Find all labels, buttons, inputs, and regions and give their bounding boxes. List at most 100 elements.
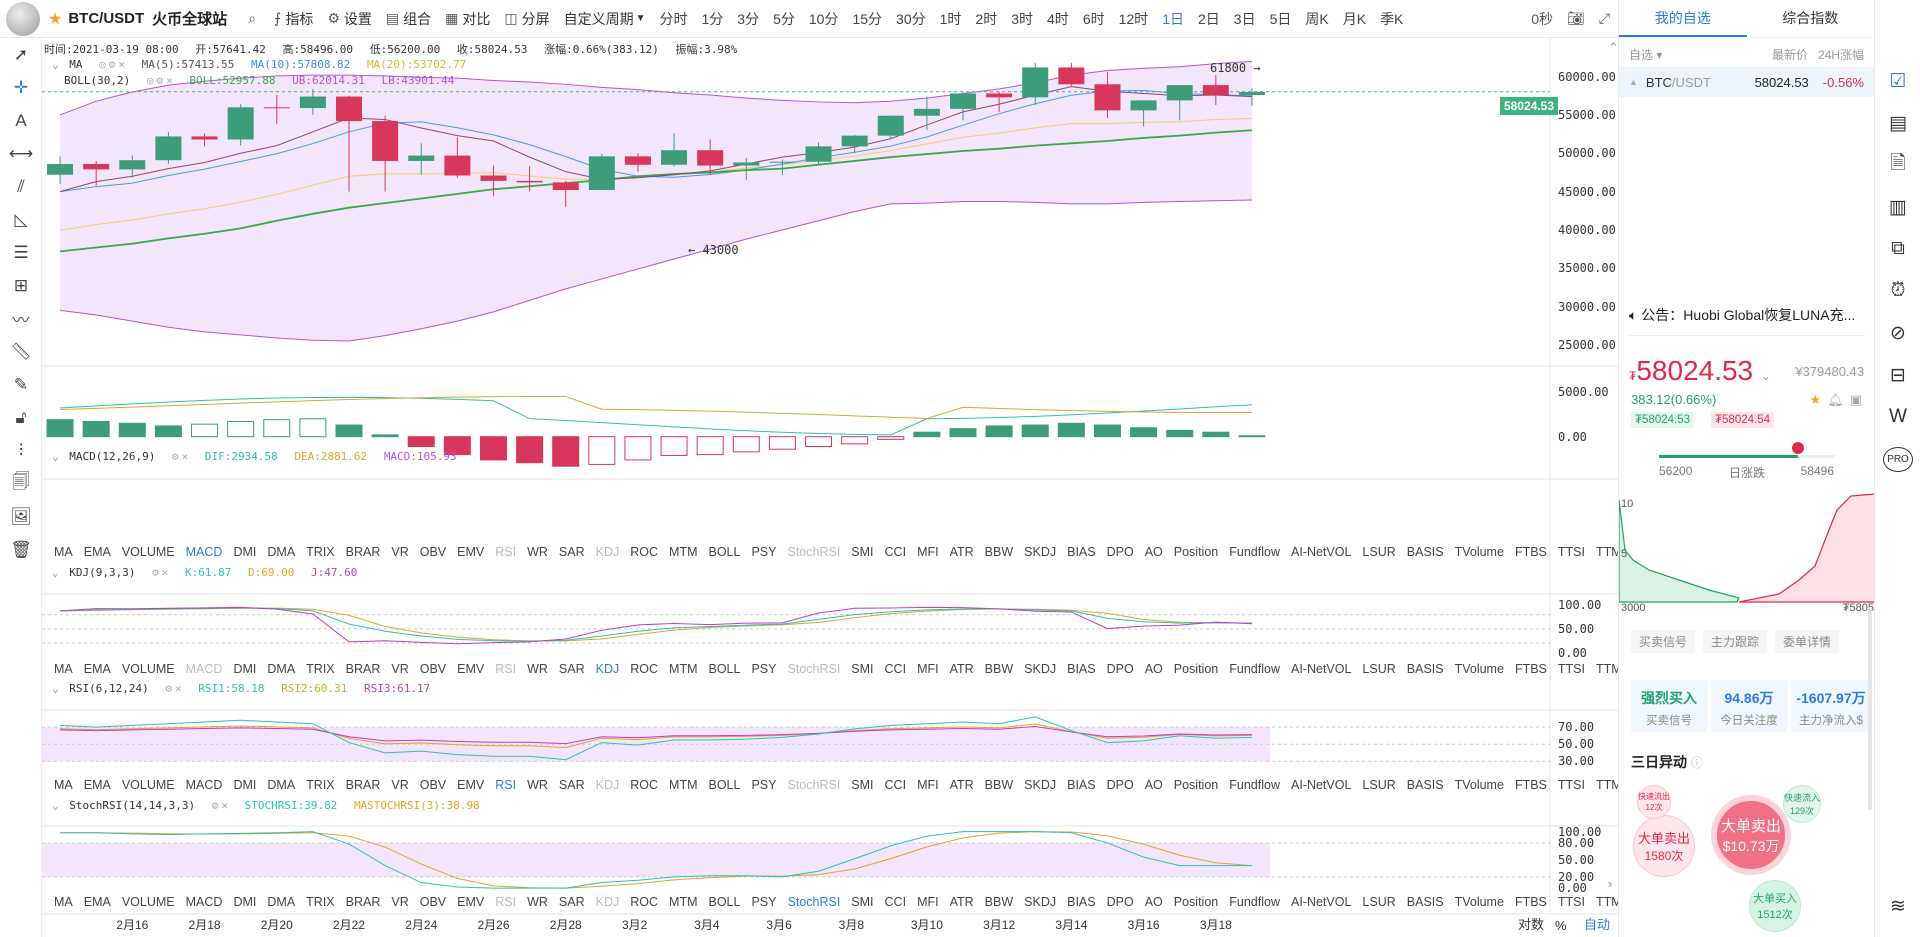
settings-small-icon[interactable]: ⚙ bbox=[165, 682, 172, 695]
indicator-tab-mfi[interactable]: MFI bbox=[917, 662, 939, 676]
indicator-tab-sar[interactable]: SAR bbox=[558, 545, 585, 559]
channel-tool-icon[interactable]: ⫽ bbox=[17, 176, 25, 196]
word-icon[interactable]: W bbox=[1889, 406, 1907, 427]
col-latest-price[interactable]: 最新价 bbox=[1771, 48, 1808, 62]
indicator-tab-vr[interactable]: VR bbox=[391, 545, 409, 559]
indicator-tab-atr[interactable]: ATR bbox=[949, 545, 974, 559]
indicator-tab-stochrsi[interactable]: StochRSI bbox=[787, 662, 841, 676]
indicator-tab-ema[interactable]: EMA bbox=[83, 895, 111, 909]
tab-watchlist[interactable]: 我的自选 bbox=[1619, 0, 1747, 37]
indicator-tab-tvolume[interactable]: TVolume bbox=[1454, 545, 1504, 559]
period-8[interactable]: 2时 bbox=[975, 10, 998, 27]
indicator-tab-ftbs[interactable]: FTBS bbox=[1514, 895, 1547, 909]
indicator-tab-ao[interactable]: AO bbox=[1144, 545, 1163, 559]
alarm-clock-icon[interactable]: ⏰︎ bbox=[1890, 280, 1906, 301]
indicator-tab-dma[interactable]: DMA bbox=[267, 545, 296, 559]
indicator-tab-rsi[interactable]: RSI bbox=[495, 662, 517, 676]
indicator-tab-bias[interactable]: BIAS bbox=[1067, 662, 1096, 676]
bubble-fast-inflow[interactable]: 快速流入 129次 bbox=[1783, 785, 1821, 823]
indicator-tab-dmi[interactable]: DMI bbox=[233, 778, 257, 792]
indicator-tab-ema[interactable]: EMA bbox=[83, 545, 111, 559]
indicator-tab-volume[interactable]: VOLUME bbox=[121, 662, 175, 676]
indicator-tab-sar[interactable]: SAR bbox=[558, 662, 585, 676]
indicator-tab-tvolume[interactable]: TVolume bbox=[1454, 895, 1504, 909]
indicator-tab-ftbs[interactable]: FTBS bbox=[1514, 778, 1547, 792]
indicator-tab-basis[interactable]: BASIS bbox=[1406, 545, 1444, 559]
indicator-tab-ao[interactable]: AO bbox=[1144, 778, 1163, 792]
period-9[interactable]: 3时 bbox=[1011, 10, 1034, 27]
auto-scale-toggle[interactable]: 自动 bbox=[1584, 917, 1611, 932]
indicator-tab-boll[interactable]: BOLL bbox=[708, 895, 741, 909]
indicator-tab-vr[interactable]: VR bbox=[391, 662, 409, 676]
indicator-tab-smi[interactable]: SMI bbox=[851, 662, 874, 676]
collapse-icon[interactable]: ⌄ bbox=[52, 450, 59, 463]
close-icon[interactable]: × bbox=[181, 450, 189, 463]
indicator-tab-fundflow[interactable]: Fundflow bbox=[1229, 662, 1280, 676]
period-2[interactable]: 3分 bbox=[737, 10, 760, 27]
indicator-tab-macd[interactable]: MACD bbox=[185, 778, 223, 792]
indicator-tab-brar[interactable]: BRAR bbox=[345, 778, 381, 792]
indicator-tab-position[interactable]: Position bbox=[1173, 778, 1219, 792]
indicator-button[interactable]: ⨍ 指标 bbox=[267, 0, 320, 37]
close-icon[interactable]: × bbox=[118, 58, 125, 71]
indicator-tab-rsi[interactable]: RSI bbox=[495, 895, 517, 909]
indicator-tab-dma[interactable]: DMA bbox=[267, 662, 296, 676]
indicator-tab-emv[interactable]: EMV bbox=[457, 662, 485, 676]
indicator-tab-kdj[interactable]: KDJ bbox=[595, 662, 620, 676]
tab-order-detail[interactable]: 委单详情 bbox=[1775, 630, 1840, 653]
indicator-tab-smi[interactable]: SMI bbox=[851, 778, 874, 792]
indicator-tab-ema[interactable]: EMA bbox=[83, 778, 111, 792]
collapse-icon[interactable]: ⌄ bbox=[52, 799, 59, 812]
indicator-tab-wr[interactable]: WR bbox=[527, 662, 548, 676]
split-button[interactable]: ◫ 分屏 bbox=[497, 0, 556, 37]
indicator-tab-emv[interactable]: EMV bbox=[457, 545, 485, 559]
indicator-tab-brar[interactable]: BRAR bbox=[345, 545, 381, 559]
report-icon[interactable]: 🗎 bbox=[1890, 153, 1906, 174]
period-14[interactable]: 2日 bbox=[1197, 10, 1220, 27]
indicator-tab-trix[interactable]: TRIX bbox=[306, 545, 335, 559]
drawing-icon[interactable]: ⊘ bbox=[1890, 322, 1906, 344]
star-icon[interactable]: ★ bbox=[1809, 392, 1822, 407]
indicator-tab-cci[interactable]: CCI bbox=[884, 545, 907, 559]
indicator-tab-rsi[interactable]: RSI bbox=[495, 778, 517, 792]
indicator-tab-skdj[interactable]: SKDJ bbox=[1024, 662, 1057, 676]
indicator-tab-emv[interactable]: EMV bbox=[457, 778, 485, 792]
indicator-tab-bbw[interactable]: BBW bbox=[984, 662, 1014, 676]
indicator-tab-roc[interactable]: ROC bbox=[630, 778, 659, 792]
ledger-icon[interactable]: ⊟ bbox=[1890, 364, 1906, 386]
help-icon[interactable]: ⓘ bbox=[1690, 756, 1703, 770]
indicator-tab-ttsi[interactable]: TTSI bbox=[1557, 545, 1585, 559]
chevron-down-icon[interactable]: ⌄ bbox=[1760, 369, 1771, 383]
indicator-tab-tvolume[interactable]: TVolume bbox=[1454, 662, 1504, 676]
indicator-tab-ao[interactable]: AO bbox=[1144, 662, 1163, 676]
text-tool-icon[interactable]: A bbox=[15, 110, 27, 130]
settings-small-icon[interactable]: ⚙ bbox=[108, 58, 116, 71]
indicator-tab-smi[interactable]: SMI bbox=[851, 545, 874, 559]
period-13[interactable]: 1日 bbox=[1162, 10, 1184, 27]
indicator-tab-fundflow[interactable]: Fundflow bbox=[1229, 895, 1280, 909]
indicator-tab-mfi[interactable]: MFI bbox=[917, 778, 939, 792]
tab-main-force[interactable]: 主力跟踪 bbox=[1703, 630, 1768, 653]
wave-tool-icon[interactable]: 〰 bbox=[12, 311, 30, 330]
period-15[interactable]: 3日 bbox=[1233, 10, 1256, 27]
depth-chart[interactable] bbox=[1619, 490, 1875, 615]
indicator-tab-bias[interactable]: BIAS bbox=[1067, 895, 1096, 909]
watchlist-group-dropdown[interactable]: 自选 ▾ bbox=[1629, 48, 1663, 62]
camera-icon[interactable]: 📷︎ bbox=[1567, 10, 1585, 26]
indicator-tab-mtm[interactable]: MTM bbox=[669, 895, 698, 909]
indicator-tab-obv[interactable]: OBV bbox=[419, 662, 447, 676]
notebook-icon[interactable]: 🗐 bbox=[12, 472, 30, 491]
period-18[interactable]: 月K bbox=[1342, 10, 1367, 27]
indicator-tab-ftbs[interactable]: FTBS bbox=[1514, 662, 1547, 676]
indicator-tab-bias[interactable]: BIAS bbox=[1067, 778, 1096, 792]
indicator-tab-ai-netvol[interactable]: AI-NetVOL bbox=[1290, 895, 1352, 909]
indicator-tab-emv[interactable]: EMV bbox=[457, 895, 485, 909]
indicator-tab-boll[interactable]: BOLL bbox=[708, 778, 741, 792]
eye-icon[interactable]: ◎ bbox=[99, 58, 106, 71]
indicator-tab-dma[interactable]: DMA bbox=[267, 895, 296, 909]
indicator-tab-smi[interactable]: SMI bbox=[851, 895, 874, 909]
indicator-tab-stochrsi[interactable]: StochRSI bbox=[787, 545, 841, 559]
eye-icon[interactable]: ◎ bbox=[146, 74, 154, 87]
indicator-tab-wr[interactable]: WR bbox=[527, 778, 548, 792]
indicator-tab-volume[interactable]: VOLUME bbox=[121, 895, 175, 909]
